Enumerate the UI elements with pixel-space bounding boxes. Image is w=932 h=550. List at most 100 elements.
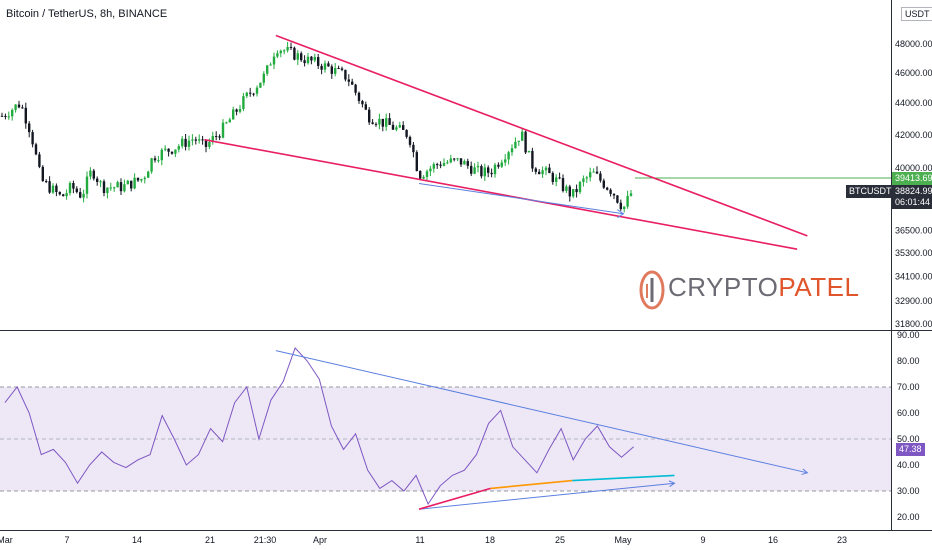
candle-body: [21, 107, 24, 109]
candle-body: [609, 189, 612, 194]
candle-body: [238, 109, 242, 112]
currency-label[interactable]: USDT: [901, 7, 932, 21]
candle-body: [544, 167, 548, 171]
candle-body: [337, 68, 340, 70]
candle-body: [170, 151, 174, 154]
candle-body: [279, 50, 282, 54]
logo-text-patel: PATEL: [778, 272, 860, 302]
candle-body: [317, 57, 320, 66]
candle-body: [476, 166, 480, 168]
candle-body: [320, 65, 323, 70]
candle-body: [602, 180, 605, 188]
candle-body: [102, 181, 106, 194]
candle-body: [422, 176, 425, 179]
watermark-logo: CRYPTOPATEL: [638, 266, 859, 316]
candle-body: [470, 165, 473, 174]
time-tick: 23: [837, 535, 847, 545]
candle-body: [405, 129, 408, 137]
candle-body: [524, 131, 527, 153]
candle-body: [432, 164, 435, 169]
candle-body: [521, 131, 524, 141]
candle-body: [249, 92, 252, 94]
candle-body: [143, 177, 146, 180]
candle-body: [272, 56, 276, 65]
candle-body: [408, 136, 412, 145]
candle-body: [306, 56, 310, 64]
candle-body: [286, 47, 289, 51]
time-axis: Mar 7 14 21 21:30 Apr 11 18 25 May 9 16 23: [0, 535, 847, 545]
candle-body: [79, 192, 82, 198]
candle-body: [201, 139, 204, 141]
candle-body: [215, 136, 218, 138]
candle-body: [242, 96, 245, 110]
candle-body: [204, 140, 208, 147]
candle-body: [41, 166, 44, 182]
time-tick: 9: [700, 535, 705, 545]
candle-body: [592, 171, 595, 173]
candle-body: [514, 141, 517, 149]
candle-body: [289, 47, 293, 49]
candle-body: [395, 127, 398, 130]
time-tick: 14: [132, 535, 142, 545]
candle-body: [568, 186, 571, 197]
candle-body: [425, 171, 429, 177]
candle-body: [34, 144, 38, 155]
candle-body: [96, 178, 99, 182]
candle-body: [585, 177, 588, 179]
candle-body: [354, 84, 357, 93]
candle-body: [218, 136, 221, 138]
time-tick: May: [614, 535, 632, 545]
candle-body: [140, 179, 143, 181]
candle-body: [412, 144, 415, 153]
candle-body: [538, 171, 541, 175]
candle-body: [334, 68, 337, 74]
RSI-support-arrow: [418, 482, 675, 510]
candle-body: [606, 187, 609, 190]
price-tick: 34100.00: [895, 272, 932, 282]
candle-body: [133, 177, 136, 189]
price-trendlines: [204, 34, 891, 250]
orange-segment: [490, 479, 573, 490]
candle-body: [364, 104, 367, 110]
candle-body: [323, 63, 327, 70]
RSI-resistance: [275, 350, 808, 474]
lower-wedge-line: [204, 138, 798, 250]
candle-body: [276, 53, 279, 57]
candle-body: [612, 193, 616, 196]
rsi-tick: 80.00: [897, 356, 920, 366]
candle-body: [184, 138, 187, 147]
candle-body: [616, 195, 619, 203]
candle-body: [510, 148, 514, 153]
countdown-tag: 06:01:44: [892, 196, 932, 209]
candle-body: [92, 170, 95, 179]
candle-body: [4, 115, 7, 117]
price-tick: 40000.00: [895, 163, 932, 173]
candle-body: [391, 124, 395, 130]
candle-body: [55, 185, 58, 193]
candle-body: [453, 158, 456, 160]
candle-body: [198, 139, 201, 141]
candle-body: [51, 185, 55, 193]
price-tick: 48000.00: [895, 39, 932, 49]
candle-body: [75, 188, 78, 193]
candle-body: [504, 159, 507, 163]
candle-body: [68, 182, 72, 194]
candle-body: [551, 173, 554, 182]
rsi-tick: 90.00: [897, 330, 920, 340]
candle-body: [429, 168, 432, 172]
candle-body: [361, 101, 364, 105]
candle-body: [293, 47, 296, 60]
candle-body: [310, 56, 313, 61]
rsi-axis: 90.00 80.00 70.00 60.00 50.00 40.00 30.00 20.00: [897, 330, 920, 522]
logo-text: CRYPTOPATEL: [668, 272, 859, 303]
candle-body: [225, 122, 228, 124]
price-tick: 36500.00: [895, 225, 932, 235]
candle-body: [619, 202, 622, 210]
candles-layer: [0, 41, 633, 213]
candle-body: [378, 118, 381, 125]
candle-body: [449, 158, 452, 163]
time-tick: Apr: [313, 535, 327, 545]
last-price-tag: 38824.99: [892, 185, 932, 198]
candle-body: [330, 66, 333, 74]
